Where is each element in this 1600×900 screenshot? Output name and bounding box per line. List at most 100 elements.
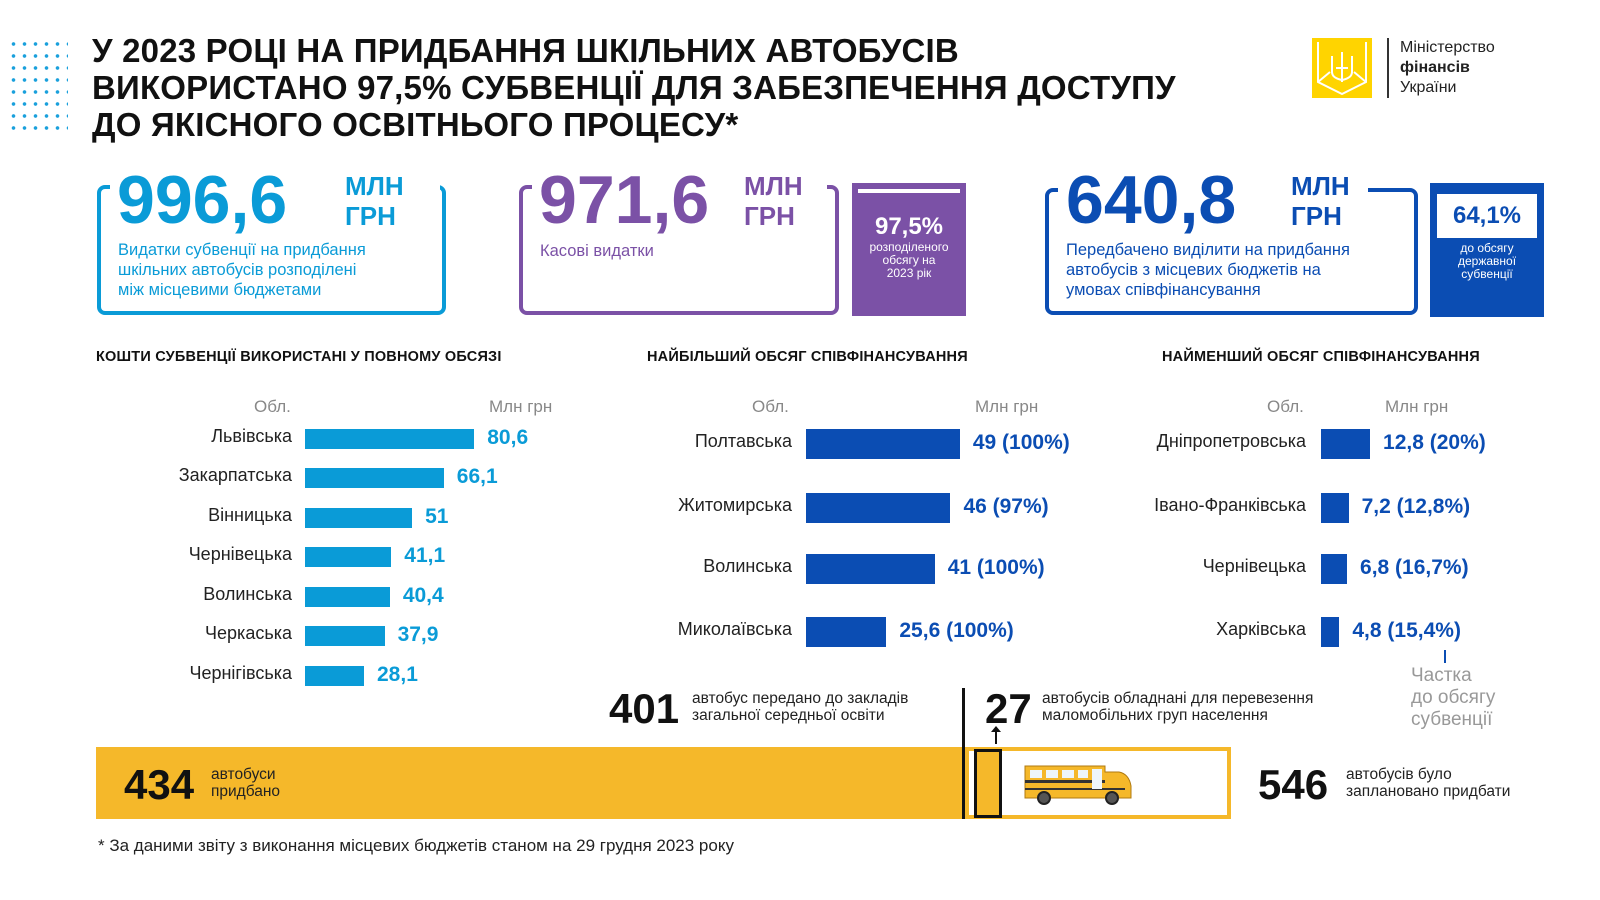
category-label: Чернівецька [188, 544, 292, 564]
kpi-desc: Видатки субвенції на придбання шкільних а… [118, 240, 366, 300]
category-label: Полтавська [694, 431, 792, 451]
footnote: * За даними звіту з виконання місцевих б… [98, 836, 734, 855]
title-line: ВИКОРИСТАНО 97,5% СУБВЕНЦІЇ ДЛЯ ЗАБЕЗПЕЧ… [92, 69, 1176, 106]
category-label: Дніпропетровська [1156, 431, 1306, 451]
column-header: Млн грн [975, 397, 1039, 416]
desc-line: між місцевими бюджетами [118, 281, 322, 299]
kpi-mask [532, 164, 827, 236]
text-line: придбано [211, 783, 281, 800]
desc-line: автобусів з місцевих бюджетів на [1066, 261, 1321, 279]
planned-text: автобусів було заплановано придбати [1346, 766, 1510, 800]
purchased-bar [96, 747, 962, 819]
data-label: 41 (100%) [947, 556, 1045, 579]
kpi-unit: МЛН ГРН [345, 171, 404, 231]
bar [806, 617, 887, 647]
kpi-desc: Касові видатки [540, 242, 654, 260]
bar [1321, 429, 1371, 459]
title-line: ДО ЯКІСНОГО ОСВІТНЬОГО ПРОЦЕСУ* [92, 106, 739, 143]
side-desc: обсягу на [882, 253, 936, 267]
column-header: Обл. [254, 397, 291, 416]
logo-line: України [1400, 79, 1457, 96]
text-line: автобус передано до закладів [692, 690, 909, 707]
kpi-desc: Передбачено виділити на придбання автобус… [1066, 240, 1350, 300]
column-header: Обл. [752, 397, 789, 416]
transferred-text: автобус передано до закладів загальної се… [692, 690, 908, 724]
kpi-value: 996,6 [117, 162, 288, 238]
data-label: 37,9 [397, 623, 439, 646]
data-label: 49 (100%) [972, 431, 1070, 454]
bar [1321, 493, 1349, 523]
accessible-text: автобусів обладнані для перевезення малом… [1042, 690, 1313, 724]
bar [305, 468, 444, 488]
text-line: маломобільних груп населення [1042, 707, 1268, 724]
bar [1321, 617, 1340, 647]
bar [806, 554, 935, 584]
data-label: 41,1 [404, 544, 446, 567]
planned-count: 546 [1258, 761, 1329, 808]
data-label: 6,8 (16,7%) [1360, 556, 1469, 579]
bar [806, 429, 960, 459]
accessible-segment [974, 749, 1002, 818]
trident-logo-icon [1312, 38, 1372, 98]
desc-line: Видатки субвенції на придбання [118, 241, 366, 259]
purchased-count: 434 [124, 761, 195, 808]
data-label: 80,6 [487, 426, 529, 449]
unit-line: МЛН [345, 171, 404, 201]
category-label: Львівська [211, 426, 292, 446]
chart-title: НАЙМЕНШИЙ ОБСЯГ СПІВФІНАНСУВАННЯ [1162, 349, 1480, 365]
category-label: Івано-Франківська [1154, 495, 1306, 515]
category-label: Чернівецька [1202, 556, 1306, 576]
transferred-count: 401 [609, 685, 680, 732]
side-pct: 64,1% [1437, 194, 1537, 238]
kpi-value: 640,8 [1066, 162, 1237, 238]
kpi-mask [1058, 164, 1368, 236]
unit-line: ГРН [345, 201, 396, 231]
annotation-line-text: Частка [1411, 665, 1472, 686]
annotation-line-text: субвенції [1411, 709, 1493, 730]
text-line: автобусів обладнані для перевезення [1042, 690, 1314, 707]
bar [806, 493, 951, 523]
bar [305, 508, 413, 528]
chart-title: НАЙБІЛЬШИЙ ОБСЯГ СПІВФІНАНСУВАННЯ [647, 349, 968, 365]
kpi-unit: МЛН ГРН [1291, 171, 1350, 231]
kpi-side-box: 97,5% розподіленого обсягу на 2023 рік [852, 183, 966, 316]
desc-line: умовах співфінансування [1066, 281, 1261, 299]
category-label: Вінницька [208, 505, 292, 525]
annotation-line [1444, 650, 1446, 663]
accessible-count: 27 [985, 685, 1032, 732]
category-label: Волинська [703, 556, 792, 576]
data-label: 7,2 (12,8%) [1361, 495, 1471, 518]
category-label: Черкаська [205, 623, 292, 643]
column-header: Млн грн [489, 397, 553, 416]
bar [305, 429, 475, 449]
data-label: 66,1 [456, 465, 498, 488]
category-label: Житомирська [678, 495, 792, 515]
text-line: автобуси [211, 766, 276, 783]
chart-title: КОШТИ СУБВЕНЦІЇ ВИКОРИСТАНІ У ПОВНОМУ ОБ… [96, 349, 502, 365]
unit-line: МЛН [1291, 171, 1350, 201]
column-header: Обл. [1267, 397, 1304, 416]
kpi-side-box: 64,1% до обсягу державної субвенції [1430, 183, 1544, 317]
annotation-line-text: до обсягу [1411, 687, 1496, 708]
bar [1321, 554, 1348, 584]
desc-line: шкільних автобусів розподілені [118, 261, 357, 279]
bar [305, 666, 364, 686]
category-label: Харківська [1216, 619, 1306, 639]
planned-bar [965, 747, 1231, 819]
arrow-up-icon [991, 726, 1001, 744]
kpi-value: 971,6 [539, 162, 710, 238]
dots-decoration [8, 38, 68, 134]
side-pct: 97,5% [874, 213, 944, 240]
logo-line: Міністерство [1400, 39, 1495, 56]
side-desc: розподіленого [869, 240, 949, 254]
data-label: 46 (97%) [963, 495, 1049, 518]
column-header: Млн грн [1385, 397, 1449, 416]
bar [305, 587, 390, 607]
text-line: загальної середньої освіти [692, 707, 885, 724]
side-desc: до обсягу [1460, 241, 1514, 255]
side-desc: субвенції [1461, 267, 1513, 281]
category-label: Волинська [203, 584, 292, 604]
kpi-unit: МЛН ГРН [744, 171, 803, 231]
school-bus-icon [1024, 765, 1132, 805]
logo-divider [1387, 38, 1389, 98]
